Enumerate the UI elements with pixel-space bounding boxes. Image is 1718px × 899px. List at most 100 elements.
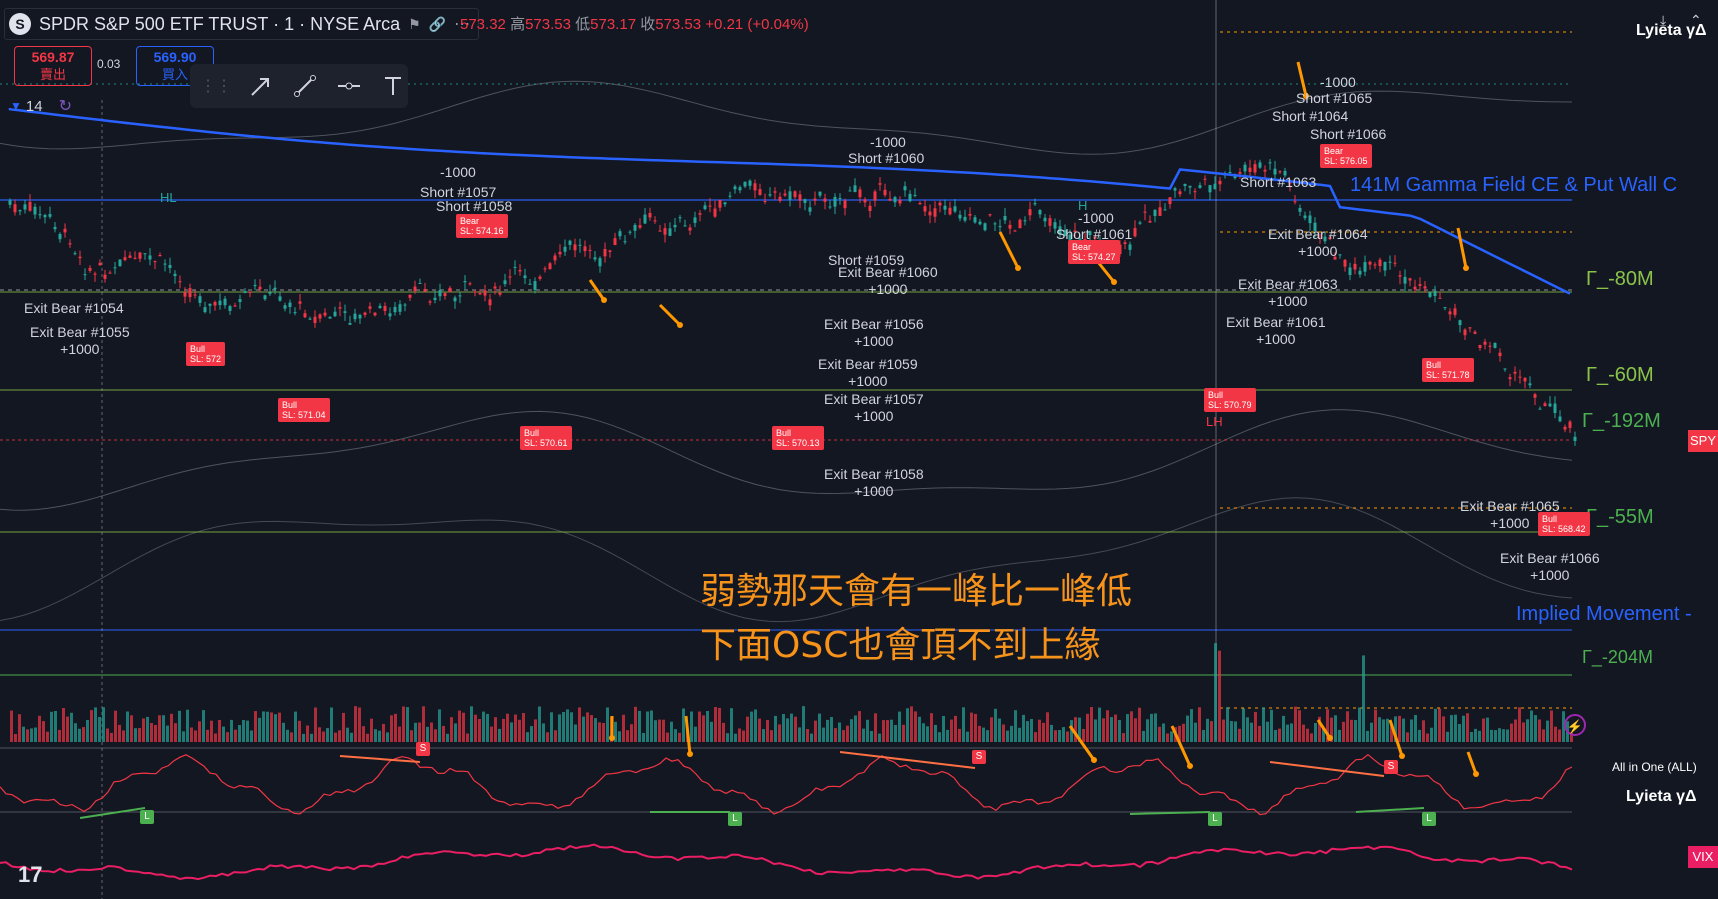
- volume-bar: [1542, 729, 1545, 742]
- volume-bar: [1002, 724, 1005, 742]
- flag-icon[interactable]: ⚑: [408, 15, 421, 32]
- candle-body: [498, 292, 502, 295]
- candle-body: [458, 295, 462, 297]
- vix-price-tag: VIX: [1688, 846, 1718, 868]
- arrow-head: [1473, 771, 1479, 777]
- candle-body: [818, 191, 822, 196]
- volume-bar: [710, 721, 713, 742]
- volume-bar: [1326, 709, 1329, 742]
- volume-bar: [802, 706, 805, 742]
- volume-bar: [1250, 722, 1253, 742]
- candle-body: [1358, 270, 1362, 275]
- volume-bar: [242, 720, 245, 742]
- volume-bar: [1538, 719, 1541, 742]
- candle-body: [918, 203, 922, 205]
- trade-label: -1000: [440, 164, 476, 180]
- candle-body: [463, 281, 467, 283]
- collapse-icon[interactable]: ⌃: [1690, 12, 1702, 28]
- candle-body: [313, 316, 317, 323]
- volume-bar: [818, 713, 821, 742]
- link-icon[interactable]: 🔗: [428, 15, 447, 32]
- chevron-down-icon[interactable]: ▼: [10, 99, 22, 113]
- volume-bar: [306, 725, 309, 742]
- trade-label: Short #1061: [1056, 226, 1133, 242]
- candle-body: [1338, 254, 1342, 256]
- volume-bar: [1294, 706, 1297, 742]
- candle-body: [413, 286, 417, 292]
- candle-body: [258, 286, 262, 290]
- candle-body: [363, 312, 367, 315]
- refresh-icon[interactable]: ↻: [58, 98, 72, 115]
- volume-bar: [338, 730, 341, 742]
- volume-bar: [1558, 729, 1561, 742]
- lh-marker: LH: [1206, 414, 1223, 429]
- volume-bar: [1186, 715, 1189, 742]
- volume-bar: [230, 719, 233, 742]
- volume-bar: [1426, 733, 1429, 742]
- candle-body: [1213, 183, 1217, 190]
- symbol-title[interactable]: SPDR S&P 500 ETF TRUST · 1 · NYSE Arca: [39, 13, 401, 34]
- volume-bar: [594, 718, 597, 742]
- volume-bar: [722, 722, 725, 742]
- interval-selector[interactable]: ▼ 14 ↻: [10, 96, 72, 116]
- candle-body: [138, 252, 142, 259]
- drag-handle-icon[interactable]: ⋮⋮: [200, 78, 232, 95]
- volume-bar: [1454, 714, 1457, 742]
- volume-bar: [1182, 723, 1185, 742]
- candle-body: [1398, 275, 1402, 277]
- candle-body: [1348, 267, 1352, 275]
- candle-body: [558, 251, 562, 255]
- candle-body: [1463, 329, 1467, 336]
- volume-bar: [794, 716, 797, 742]
- trade-label: Exit Bear #1063 +1000: [1238, 276, 1338, 309]
- volume-bar: [54, 711, 57, 742]
- candle-body: [358, 314, 362, 319]
- volume-bar: [866, 719, 869, 742]
- high-label: 高: [510, 16, 526, 33]
- horizontal-ray-icon[interactable]: [334, 69, 364, 103]
- trade-label: -1000: [1320, 74, 1356, 90]
- candle-body: [88, 267, 92, 271]
- volume-bar: [18, 714, 21, 742]
- volume-bar: [1410, 719, 1413, 742]
- volume-bar: [554, 730, 557, 742]
- volume-bar: [414, 722, 417, 742]
- candle-body: [513, 266, 517, 268]
- candle-body: [663, 228, 667, 235]
- volume-bar: [566, 709, 569, 742]
- buy-price: 569.90: [153, 49, 197, 65]
- candle-body: [488, 299, 492, 306]
- sell-button[interactable]: 569.87 賣出: [14, 46, 92, 86]
- lightning-icon[interactable]: ⚡: [1564, 714, 1586, 736]
- buy-button[interactable]: 569.90 買入: [136, 46, 214, 86]
- candle-body: [403, 304, 407, 306]
- h-marker: H: [1078, 198, 1088, 213]
- download-icon[interactable]: ⤓: [1660, 12, 1667, 28]
- candle-body: [678, 217, 682, 219]
- candle-body: [653, 220, 657, 222]
- candle-body: [1218, 180, 1222, 185]
- volume-bar: [358, 707, 361, 742]
- candle-body: [1143, 211, 1147, 213]
- candle-body: [1548, 403, 1552, 407]
- volume-bar: [754, 709, 757, 742]
- arrow-head: [1303, 93, 1309, 99]
- volume-bar: [1010, 725, 1013, 742]
- candle-body: [378, 305, 382, 309]
- text-tool-icon[interactable]: [378, 69, 408, 103]
- arrow-tool-icon[interactable]: [246, 69, 276, 103]
- candle-body: [503, 280, 507, 285]
- symbol-header[interactable]: S SPDR S&P 500 ETF TRUST · 1 · NYSE Arca…: [4, 8, 480, 40]
- candle-body: [983, 223, 987, 231]
- volume-bar: [50, 711, 53, 742]
- candle-body: [228, 306, 232, 311]
- candle-body: [1573, 436, 1577, 441]
- candle-body: [1353, 263, 1357, 270]
- volume-bar: [1126, 714, 1129, 742]
- more-icon[interactable]: ⋯: [454, 16, 471, 33]
- candle-body: [803, 199, 807, 203]
- volume-bar: [1314, 723, 1317, 742]
- volume-bar: [914, 711, 917, 742]
- line-tool-icon[interactable]: [290, 69, 320, 103]
